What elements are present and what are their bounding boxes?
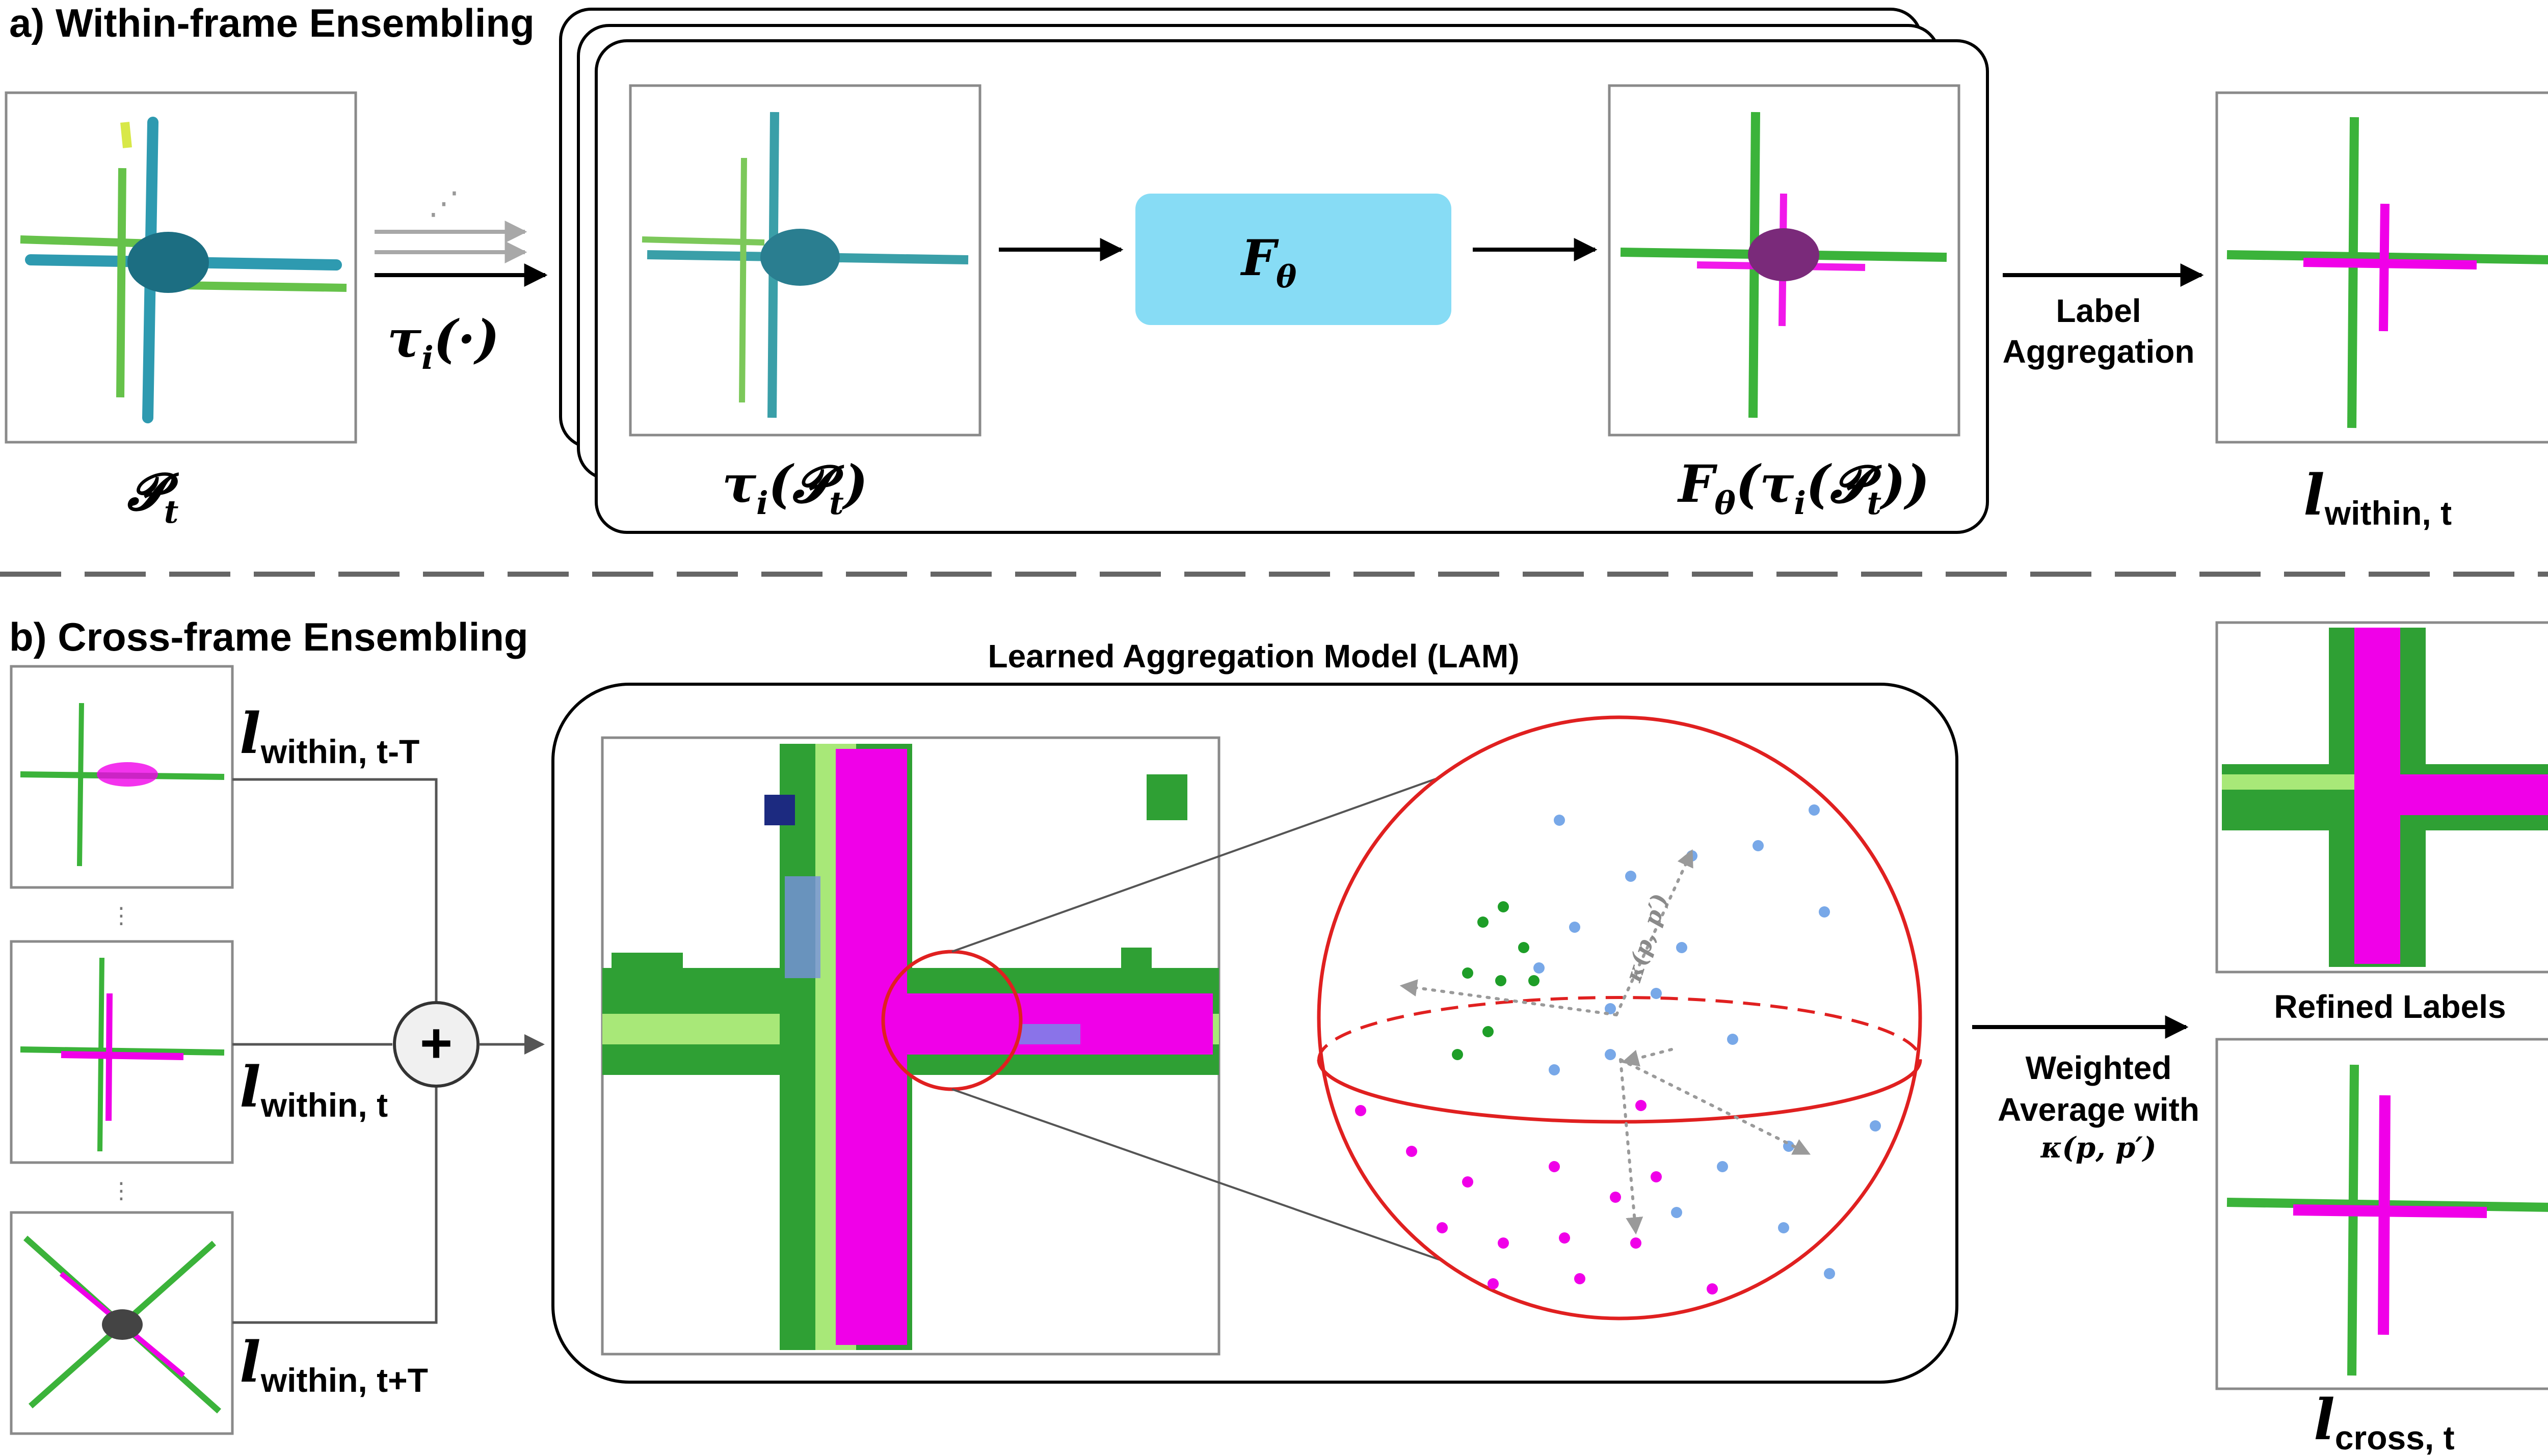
refined-labels-title: Refined Labels [2274, 988, 2506, 1025]
sphere-point [1610, 1192, 1621, 1203]
sphere-point [1574, 1273, 1585, 1284]
lam-title: Learned Aggregation Model (LAM) [988, 638, 1520, 675]
zoom-sphere: κ(p, p′) [1317, 715, 1922, 1320]
sphere-point [1671, 1207, 1682, 1218]
cross-output-label: lcross, t [2314, 1387, 2455, 1456]
frame-label-t-minus-T: lwithin, t-T [240, 700, 419, 770]
section-a-title: a) Within-frame Ensembling [9, 1, 535, 45]
sphere-point [1630, 1237, 1641, 1249]
sphere-point [1498, 901, 1509, 912]
sphere-point [1717, 1161, 1728, 1172]
frame-label-t-plus-T: lwithin, t+T [240, 1329, 428, 1399]
sum-symbol: + [420, 1012, 453, 1074]
sphere-point [1528, 975, 1540, 986]
weighted-label-line3: κ(p, p′) [2040, 1131, 2156, 1165]
sphere-point [1625, 871, 1636, 882]
prediction-point-cloud [1608, 84, 1960, 437]
sphere-point [1753, 840, 1764, 851]
transform-ellipsis: ⋰ [428, 184, 460, 222]
sphere-point [1554, 815, 1565, 826]
weighted-label-line2: Average with [1998, 1091, 2199, 1128]
sum-node [393, 1001, 480, 1088]
frame-tile-t-minus-T [10, 665, 234, 889]
sphere-point [1437, 1222, 1448, 1233]
input-point-cloud [5, 91, 357, 444]
transform-label: τi(·) [387, 309, 499, 376]
sphere-point [1651, 988, 1662, 999]
within-output-point-cloud [2215, 91, 2548, 444]
weighted-label-line1: Weighted [2026, 1049, 2172, 1086]
sphere-point [1870, 1120, 1881, 1131]
sphere-point [1549, 1161, 1560, 1172]
model-box [1135, 194, 1451, 325]
sphere-point [1569, 922, 1580, 933]
connector-bottom [232, 1086, 438, 1324]
lam-point-cloud [601, 736, 1220, 1356]
augmented-point-cloud [629, 84, 981, 437]
refined-label-cloud-bottom [2215, 1038, 2548, 1390]
kernel-arrow-down [1619, 1058, 1643, 1235]
section-b-title: b) Cross-frame Ensembling [9, 614, 528, 659]
sphere-point [1355, 1105, 1366, 1116]
aggregation-label-line1: Label [2056, 292, 2141, 329]
model-label: Fθ [1240, 229, 1296, 295]
sphere-point [1488, 1278, 1499, 1289]
sphere-point [1809, 804, 1820, 816]
frame-tile-t-plus-T [10, 1211, 234, 1435]
sphere-point [1482, 1026, 1494, 1037]
sphere-point [1819, 906, 1830, 918]
sphere-point [1605, 1049, 1616, 1060]
sphere-point [1707, 1283, 1718, 1295]
kernel-arrow-left [1399, 979, 1618, 1016]
sphere-point [1533, 962, 1545, 974]
sphere-point [1559, 1232, 1570, 1244]
frame-label-t: lwithin, t [240, 1054, 388, 1124]
connector-top [232, 778, 438, 1003]
frame-tile-t [10, 940, 234, 1164]
sphere-point [1452, 1049, 1463, 1060]
augmented-label: τi(𝓟t) [722, 454, 868, 522]
sphere-point [1518, 942, 1529, 953]
sphere-point [1495, 975, 1506, 986]
frames-vdots-2: ⋮ [110, 1178, 132, 1204]
sphere-point [1651, 1171, 1662, 1182]
kernel-arrow-right [1619, 1058, 1811, 1155]
sphere-point [1727, 1034, 1738, 1045]
sphere-point [1462, 967, 1473, 979]
sphere-point [1778, 1222, 1789, 1233]
sphere-point [1498, 1237, 1509, 1249]
sphere-point [1676, 942, 1687, 953]
kernel-arrow-up [1615, 849, 1693, 1016]
sphere-point [1462, 1176, 1473, 1188]
refined-label-cloud-top [2215, 621, 2548, 974]
sphere-point [1605, 1003, 1616, 1014]
sphere-point [1635, 1100, 1647, 1111]
zoom-line-top [951, 752, 1509, 953]
within-output-label: lwithin, t [2303, 462, 2452, 532]
sphere-point [1824, 1268, 1835, 1279]
aggregation-label-line2: Aggregation [2003, 333, 2195, 370]
frames-vdots-1: ⋮ [110, 903, 132, 929]
prediction-label: Fθ(τi(𝓟t)) [1677, 454, 1929, 522]
zoom-line-bottom [951, 1088, 1509, 1285]
sphere-point [1549, 1064, 1560, 1075]
kernel-arrow-center [1621, 1048, 1673, 1067]
sphere-point [1477, 916, 1489, 928]
input-label: 𝓟t [127, 462, 179, 530]
sphere-point [1406, 1146, 1417, 1157]
